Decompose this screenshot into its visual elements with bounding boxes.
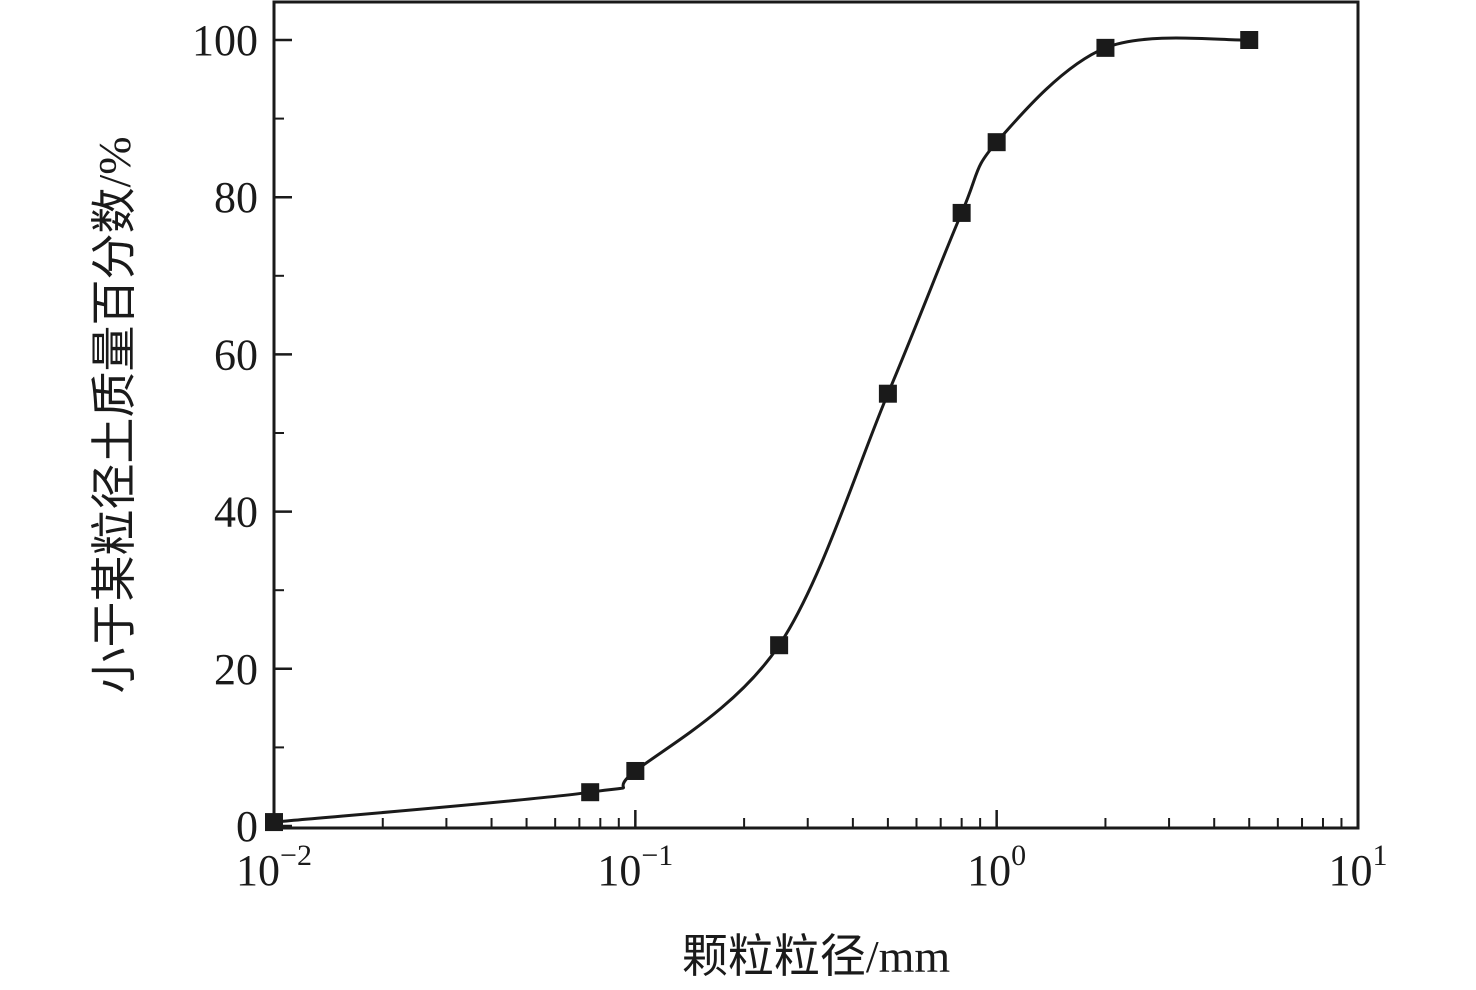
x-tick-label: 100 bbox=[967, 839, 1026, 895]
data-point bbox=[878, 384, 897, 403]
y-tick-label: 80 bbox=[214, 173, 258, 222]
y-axis-title: 小于某粒径土质量百分数/% bbox=[89, 136, 140, 693]
y-tick-label: 60 bbox=[214, 330, 258, 379]
y-tick-label: 0 bbox=[236, 802, 258, 851]
y-tick-label: 20 bbox=[214, 645, 258, 694]
data-point bbox=[1096, 38, 1115, 57]
data-point bbox=[265, 813, 283, 832]
y-tick-label: 40 bbox=[214, 488, 258, 537]
y-tick-label: 100 bbox=[192, 16, 258, 65]
x-axis-ticks: 10−2 10−1 100 101 bbox=[236, 810, 1388, 895]
y-axis-ticks: 0 20 40 60 80 100 bbox=[192, 16, 292, 851]
x-tick-label: 10−1 bbox=[597, 839, 673, 895]
x-tick-label: 10−2 bbox=[236, 839, 312, 895]
x-tick-label: 101 bbox=[1329, 839, 1388, 895]
data-point bbox=[770, 636, 789, 655]
data-point bbox=[952, 203, 971, 222]
x-axis-title: 颗粒粒径/mm bbox=[682, 931, 951, 982]
data-point bbox=[987, 133, 1006, 152]
data-markers bbox=[265, 31, 1259, 832]
data-point bbox=[1240, 31, 1259, 49]
cumulative-curve bbox=[273, 36, 1250, 824]
plot-frame bbox=[272, 0, 1360, 830]
data-point bbox=[581, 783, 600, 802]
data-point bbox=[626, 761, 645, 780]
